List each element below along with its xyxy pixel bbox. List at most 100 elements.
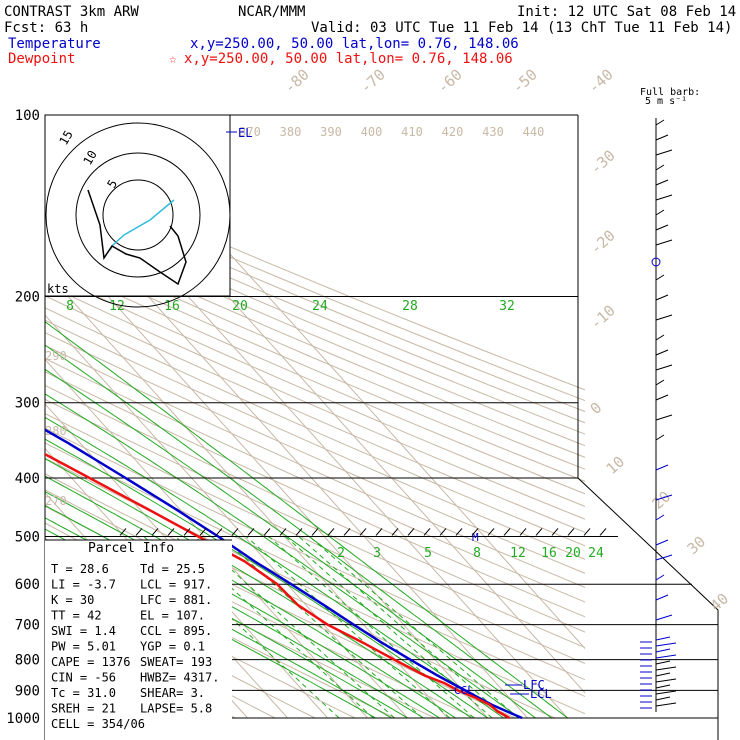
parcel-info-right: LCL = 917.	[140, 578, 212, 592]
hodograph-ring	[75, 152, 201, 278]
wind-barb	[655, 224, 669, 231]
dry-adiabat-line	[45, 271, 585, 507]
wind-barb	[655, 149, 673, 156]
temperature-location: x,y=250.00, 50.00 lat,lon= 0.76, 148.06	[190, 36, 519, 52]
freezing-hatch	[487, 528, 495, 536]
isotherm-label: 20	[649, 488, 674, 513]
parcel-info-left: TT = 42	[51, 609, 102, 623]
parcel-info-left: CIN = -56	[51, 671, 116, 685]
dry-adiabat-line	[45, 175, 585, 402]
isotherm-line	[0, 115, 8, 718]
moist-adiabat-label: 32	[499, 299, 515, 314]
pressure-label: 600	[15, 577, 40, 593]
wind-barb	[655, 314, 673, 321]
wind-barb	[655, 648, 671, 653]
freezing-hatch	[599, 528, 607, 536]
freezing-hatch	[327, 528, 335, 536]
profiles	[45, 428, 523, 720]
freezing-hatch	[295, 528, 303, 536]
parcel-info-left: PW = 5.01	[51, 640, 116, 654]
freezing-hatch	[343, 528, 351, 536]
right-frame	[577, 115, 719, 740]
wind-barb	[655, 678, 677, 683]
isotherm-label: -60	[434, 65, 466, 97]
dry-adiabat-line	[45, 442, 585, 698]
dry-adiabat-line	[45, 427, 585, 681]
parcel-info-rows: T = 28.6 Td = 25.5 LI = -3.7 LCL = 917. K = …	[51, 562, 219, 731]
barb-unit: 5 m s⁻¹	[645, 96, 687, 107]
freezing-hatch	[279, 528, 287, 536]
potential-temperature-label: 380	[280, 125, 302, 139]
dewpoint-profile-line	[45, 452, 511, 720]
dry-adiabat-label: 280	[45, 424, 67, 438]
parcel-info-left: CAPE = 1376	[51, 655, 130, 669]
freezing-hatch	[503, 528, 511, 536]
isotherm-label: -70	[357, 65, 389, 97]
freezing-hatch	[407, 528, 415, 536]
mixing-ratio-label: 16	[541, 546, 557, 561]
mixing-ratio-label: 2	[337, 546, 345, 561]
pressure-label: 500	[15, 529, 40, 545]
potential-temperature-label: 410	[401, 125, 423, 139]
dry-adiabat-label: 290	[45, 349, 67, 363]
mixing-ratio-label: 12	[510, 546, 526, 561]
org-label: NCAR/MMM	[238, 4, 305, 20]
dewpoint-marker-icon: ☆	[169, 52, 177, 67]
dry-adiabat-line	[45, 195, 585, 424]
freezing-hatch	[439, 528, 447, 536]
wind-barb	[655, 554, 673, 561]
wind-barb	[655, 294, 669, 301]
isotherm-line	[45, 403, 328, 719]
potential-temperature-label: 400	[361, 125, 383, 139]
dewpoint-label: Dewpoint	[8, 51, 75, 67]
potential-temperature-label: 420	[442, 125, 464, 139]
pressure-label: 900	[15, 683, 40, 699]
dry-adiabat-line	[45, 227, 585, 458]
isotherm-label: 40	[707, 590, 732, 615]
parcel-info-right: HWBZ= 4317.	[140, 671, 219, 685]
parcel-info-left: K = 30	[51, 593, 94, 607]
wind-barb	[655, 434, 665, 441]
freezing-hatch	[567, 528, 575, 536]
wind-barbs	[640, 118, 677, 712]
dry-adiabat-line	[45, 319, 585, 560]
ccl-label: CCL	[454, 684, 474, 697]
wind-barb	[655, 209, 665, 216]
parcel-info-title: Parcel Info	[88, 541, 174, 556]
freezing-hatch	[135, 528, 143, 536]
mixing-ratio-label: 5	[424, 546, 432, 561]
wind-barb	[655, 672, 671, 677]
dry-adiabat-line	[45, 165, 585, 391]
dry-adiabat-line	[45, 206, 585, 435]
parcel-info-left: SREH = 21	[51, 702, 116, 716]
wind-barb	[655, 414, 673, 421]
parcel-info-left: CELL = 354/06	[51, 717, 145, 731]
wind-barb	[655, 239, 673, 246]
isotherm-line	[45, 225, 488, 719]
dry-adiabat-line	[45, 295, 585, 533]
freezing-hatch	[231, 528, 239, 536]
moist-adiabat-label: 16	[164, 299, 180, 314]
el-label: EL	[238, 126, 252, 140]
wind-barb	[655, 364, 673, 371]
freezing-hatch	[551, 528, 559, 536]
parcel-info-right: LFC = 881.	[140, 593, 212, 607]
wind-barb	[655, 614, 673, 621]
parcel-info-left: Tc = 31.0	[51, 686, 116, 700]
dry-adiabat-line	[45, 216, 585, 447]
pressure-label: 1000	[6, 711, 40, 727]
isotherm-line	[45, 358, 368, 719]
isotherm-label: -20	[587, 226, 619, 258]
wind-barb	[655, 464, 669, 471]
hodograph-unit-label: kts	[47, 282, 69, 296]
hodograph-ring	[102, 179, 174, 251]
wind-barb	[655, 666, 677, 671]
isotherm-label: -40	[585, 65, 617, 97]
moist-adiabat-label: 12	[109, 299, 125, 314]
lfc-label: LFC	[523, 678, 545, 692]
dry-adiabat-line	[45, 344, 585, 589]
